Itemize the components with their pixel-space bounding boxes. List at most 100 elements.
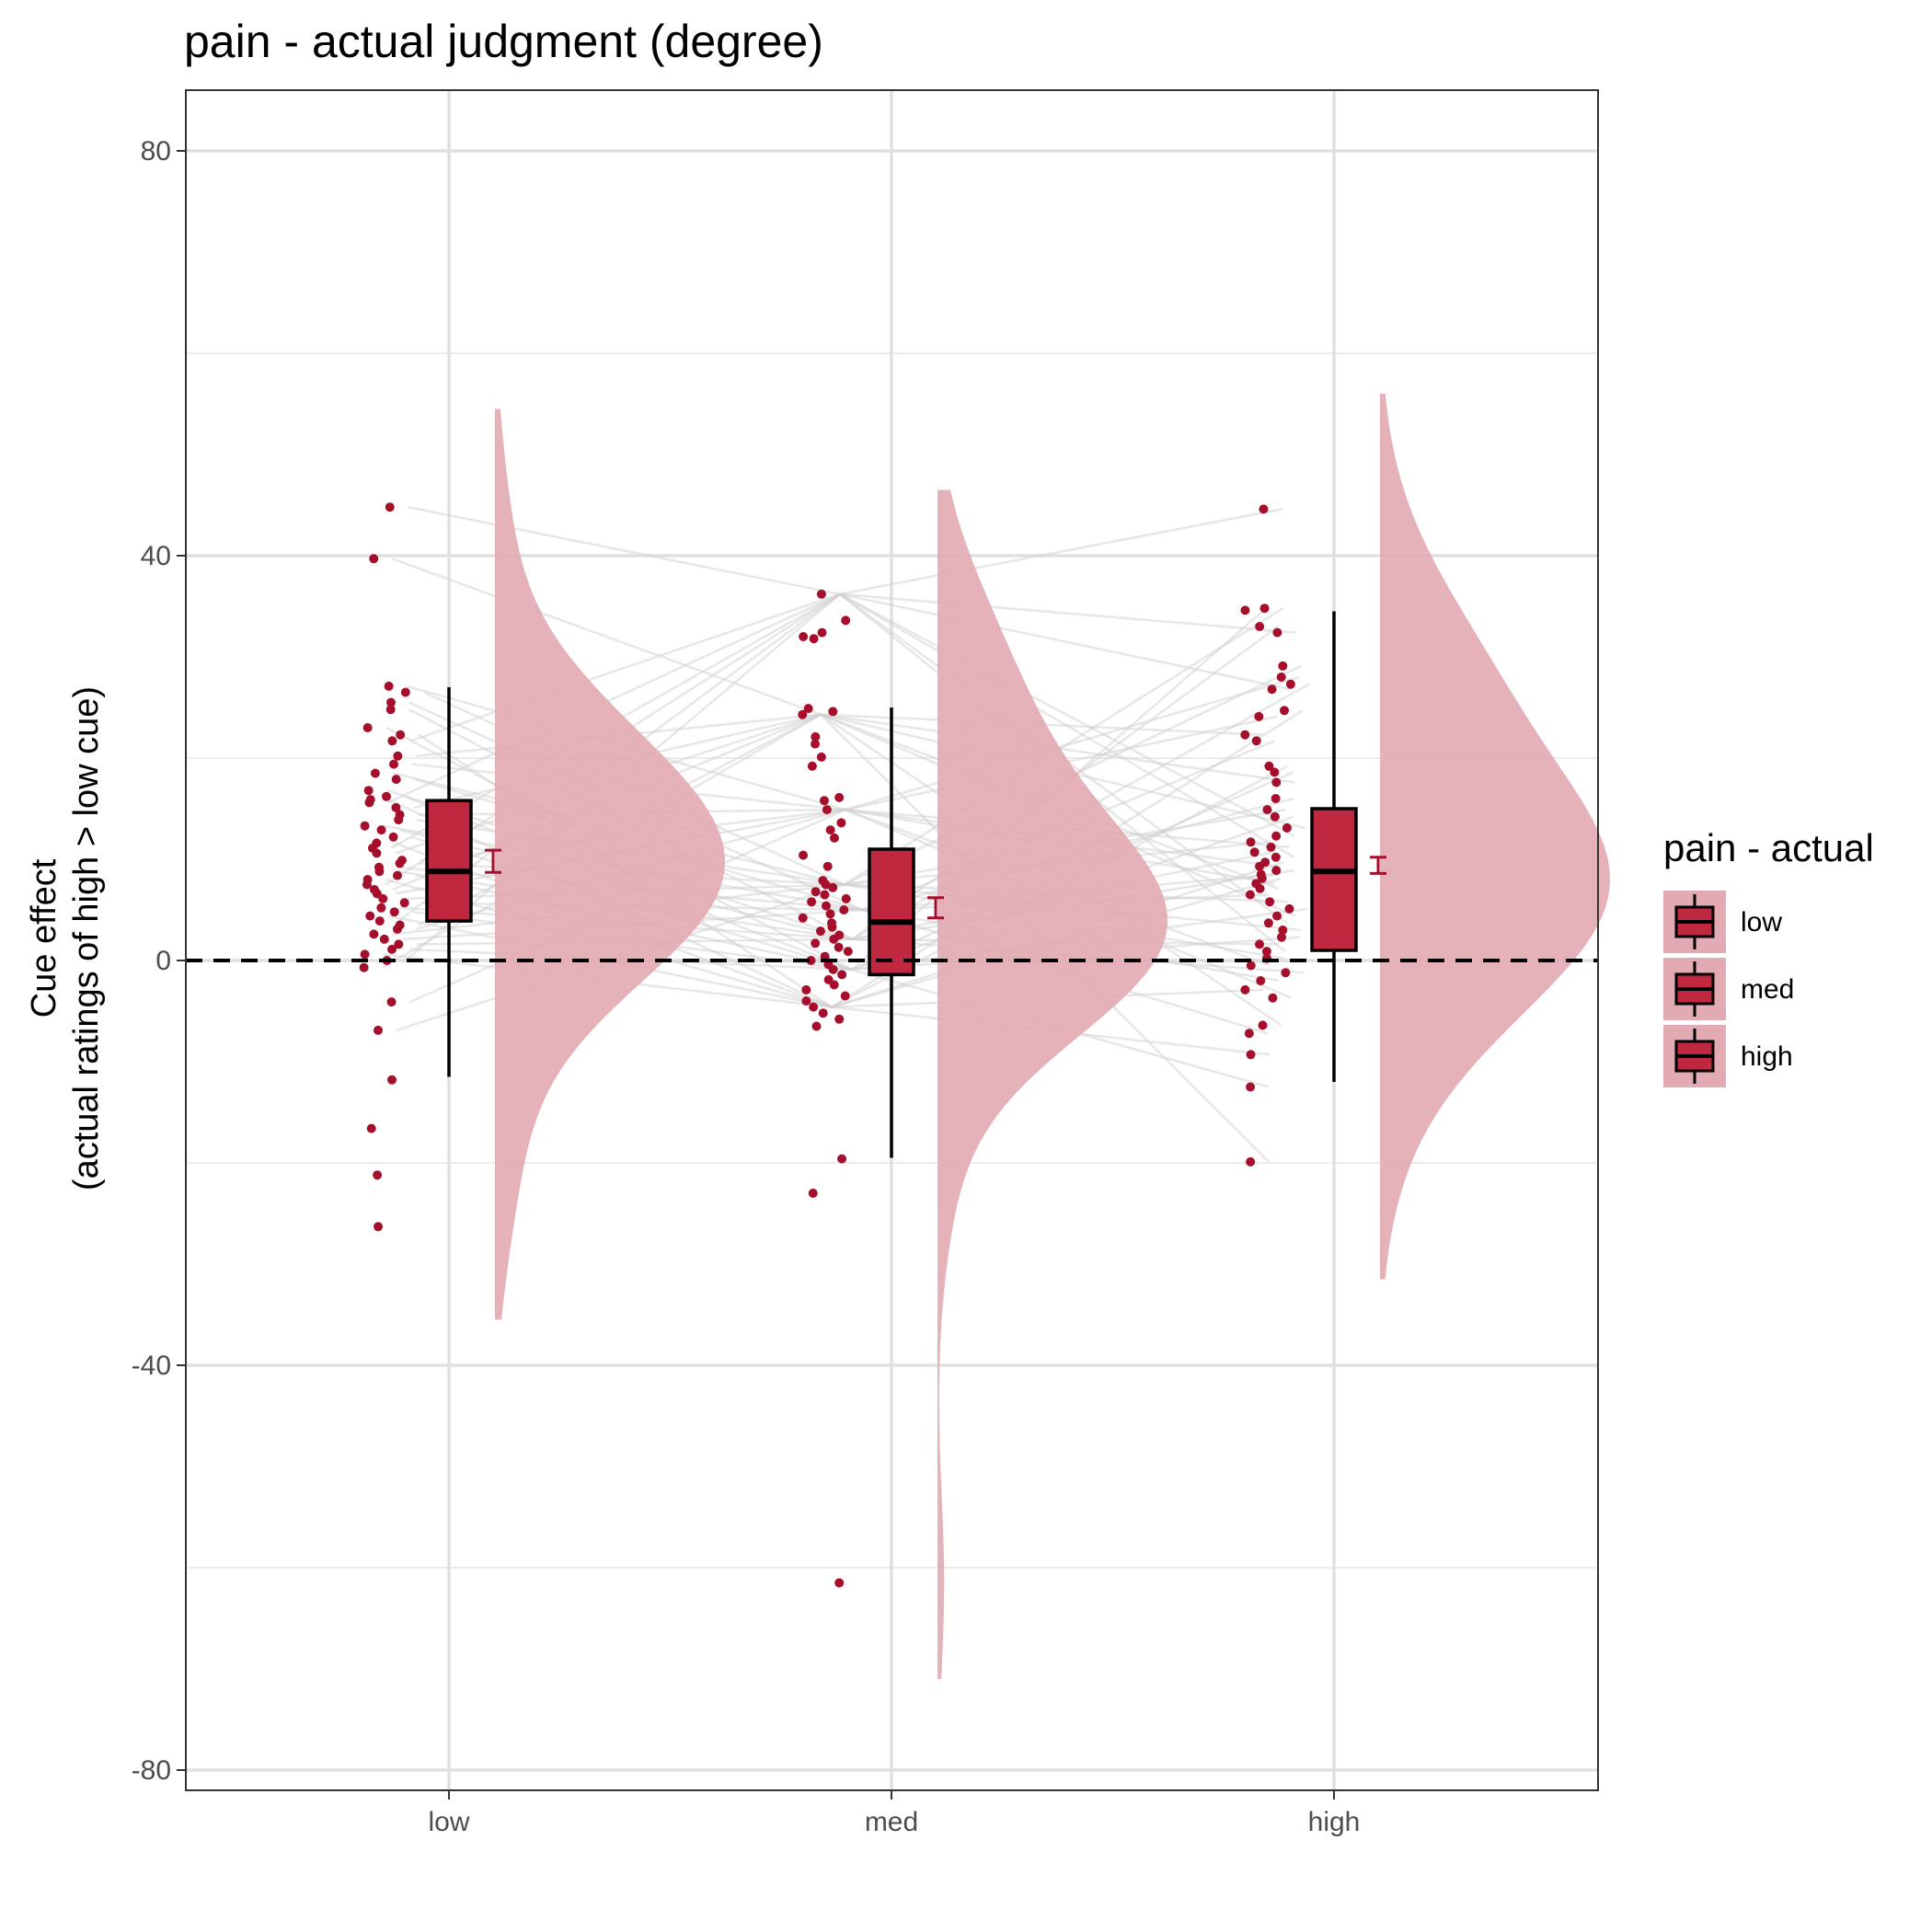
data-point <box>385 705 396 715</box>
data-point <box>374 1222 384 1232</box>
y-tick-label: -40 <box>132 1351 171 1381</box>
data-point <box>1259 604 1270 614</box>
data-point <box>386 1075 397 1085</box>
data-point <box>1268 993 1278 1003</box>
data-point <box>839 905 849 914</box>
data-point <box>384 681 394 691</box>
data-point <box>834 792 845 802</box>
box <box>1310 807 1358 952</box>
y-axis-title-line-2: (actual ratings of high > low cue) <box>67 686 106 1190</box>
data-point <box>372 848 382 858</box>
data-point <box>1278 926 1288 935</box>
data-point <box>828 707 838 717</box>
data-point <box>827 922 837 932</box>
data-point <box>799 850 809 860</box>
data-point <box>373 1170 383 1180</box>
data-point <box>841 615 851 626</box>
density-cloud <box>495 408 725 1320</box>
x-tick-label: high <box>1308 1807 1361 1837</box>
data-point <box>1240 984 1250 995</box>
legend-label: high <box>1741 1041 1793 1072</box>
data-point <box>370 768 380 778</box>
x-tick-label: low <box>428 1807 469 1837</box>
data-point <box>1271 831 1282 841</box>
data-point <box>379 934 389 944</box>
y-tick-label: 80 <box>141 136 171 167</box>
data-point <box>387 944 397 954</box>
data-point <box>834 942 844 952</box>
data-point <box>815 926 825 937</box>
data-point <box>386 997 397 1007</box>
data-point <box>1282 822 1292 833</box>
data-point <box>825 825 835 835</box>
data-point <box>801 984 811 995</box>
data-point <box>801 996 811 1006</box>
data-point <box>1271 852 1281 862</box>
data-point <box>1276 673 1286 682</box>
data-point <box>396 730 406 740</box>
data-point <box>1262 805 1272 815</box>
data-point <box>394 939 404 949</box>
data-point <box>373 1025 383 1035</box>
data-point <box>369 554 379 564</box>
data-point <box>1278 661 1288 671</box>
data-point <box>1285 679 1295 689</box>
data-point <box>1254 939 1264 949</box>
data-point <box>819 796 829 806</box>
data-point <box>829 934 839 944</box>
data-point <box>365 911 375 921</box>
data-point <box>1284 903 1294 914</box>
data-point <box>392 924 402 934</box>
legend-label: low <box>1741 907 1782 937</box>
data-point <box>1244 1029 1254 1039</box>
x-axis: low med high <box>428 1790 1360 1837</box>
y-axis-title-line-1: Cue effect <box>25 858 63 1018</box>
data-point <box>807 761 817 771</box>
legend-keys: low med high <box>1663 891 1794 1087</box>
data-point <box>828 964 838 974</box>
data-point <box>816 752 826 762</box>
data-point <box>811 938 821 949</box>
data-point <box>834 1014 845 1024</box>
box <box>425 799 473 923</box>
y-tick-label: -80 <box>132 1755 171 1786</box>
data-point <box>362 880 372 890</box>
data-point <box>1246 1050 1256 1060</box>
data-point <box>1246 1156 1256 1167</box>
data-point <box>798 913 808 923</box>
data-point <box>1272 627 1282 638</box>
data-point <box>400 687 410 697</box>
data-point <box>1267 684 1277 695</box>
data-point <box>374 867 385 877</box>
data-point <box>820 890 830 900</box>
data-point <box>1246 960 1256 971</box>
data-point <box>387 736 397 746</box>
data-point <box>1271 866 1282 876</box>
data-point <box>809 634 819 644</box>
data-point <box>817 627 827 638</box>
y-axis-title: Cue effect (actual ratings of high > low… <box>25 686 106 1190</box>
data-point <box>1271 777 1282 788</box>
data-point <box>1264 761 1274 771</box>
data-point <box>393 751 403 761</box>
data-point <box>1266 842 1276 852</box>
data-point <box>395 858 405 868</box>
data-point <box>1246 837 1256 847</box>
data-point <box>811 1021 822 1031</box>
data-point <box>808 1189 818 1198</box>
data-point <box>1255 883 1265 893</box>
data-point <box>1254 711 1264 721</box>
data-point <box>364 798 374 808</box>
data-point <box>811 739 821 749</box>
data-point <box>366 1123 376 1133</box>
data-point <box>1249 847 1259 857</box>
boxplots <box>425 611 1358 1158</box>
data-point <box>378 893 388 903</box>
data-point <box>1270 811 1280 822</box>
data-point <box>1271 794 1281 803</box>
data-point <box>825 909 835 919</box>
data-point <box>376 903 386 913</box>
data-point <box>843 947 853 957</box>
data-point <box>360 949 370 960</box>
